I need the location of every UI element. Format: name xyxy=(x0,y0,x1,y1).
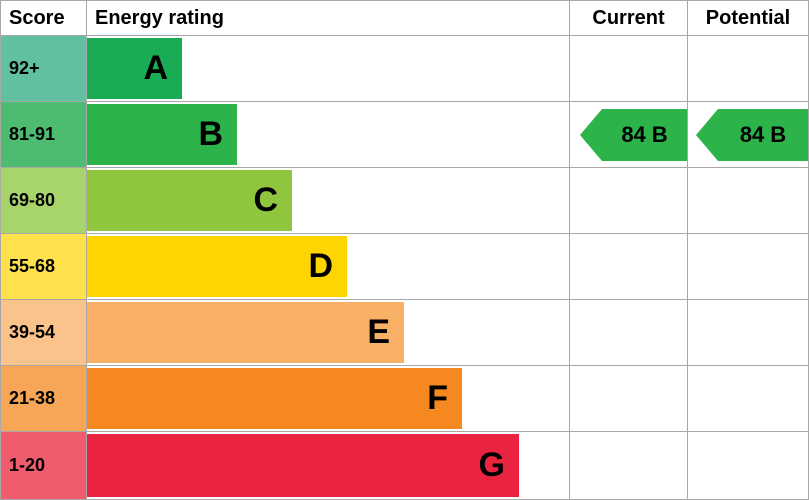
rating-bar: D xyxy=(87,236,347,298)
header-current: Current xyxy=(570,1,688,36)
rating-cell: C xyxy=(87,168,570,234)
current-cell xyxy=(570,300,688,366)
score-cell: 81-91 xyxy=(1,102,87,168)
current-marker: 84 B xyxy=(580,109,687,161)
score-cell: 55-68 xyxy=(1,234,87,300)
potential-cell xyxy=(688,36,808,102)
rating-letter: A xyxy=(143,49,168,88)
potential-marker: 84B xyxy=(696,109,808,161)
rating-bar: G xyxy=(87,434,519,498)
rating-bar: A xyxy=(87,38,182,100)
marker-tip xyxy=(580,109,602,161)
current-cell xyxy=(570,168,688,234)
rating-letter: D xyxy=(308,247,333,286)
score-cell: 69-80 xyxy=(1,168,87,234)
current-cell xyxy=(570,432,688,499)
rating-bar: F xyxy=(87,368,462,430)
marker-body: 84B xyxy=(718,109,808,161)
header-rating: Energy rating xyxy=(87,1,570,36)
current-cell xyxy=(570,36,688,102)
score-cell: 92+ xyxy=(1,36,87,102)
current-cell: 84 B xyxy=(570,102,688,168)
rating-letter: G xyxy=(479,446,505,485)
band-row: 55-68 D xyxy=(1,234,808,300)
header-potential: Potential xyxy=(688,1,808,36)
potential-cell xyxy=(688,234,808,300)
potential-cell xyxy=(688,366,808,432)
rating-bar: B xyxy=(87,104,237,166)
potential-cell xyxy=(688,300,808,366)
rating-letter: B xyxy=(198,115,223,154)
score-cell: 39-54 xyxy=(1,300,87,366)
band-row: 92+ A xyxy=(1,36,808,102)
rating-cell: F xyxy=(87,366,570,432)
rating-letter: E xyxy=(367,313,390,352)
marker-body: 84 B xyxy=(602,109,687,161)
score-cell: 1-20 xyxy=(1,432,87,499)
marker-tip xyxy=(696,109,718,161)
band-row: 81-91B84B84B xyxy=(1,102,808,168)
header-score: Score xyxy=(1,1,87,36)
current-cell xyxy=(570,366,688,432)
rating-letter: C xyxy=(253,181,278,220)
marker-letter: B xyxy=(770,122,786,148)
rating-cell: E xyxy=(87,300,570,366)
header-row: Score Energy rating Current Potential xyxy=(1,1,808,36)
band-row: 1-20 G xyxy=(1,432,808,499)
energy-rating-chart: Score Energy rating Current Potential 92… xyxy=(0,0,809,500)
rating-cell: B xyxy=(87,102,570,168)
rating-cell: A xyxy=(87,36,570,102)
rating-cell: D xyxy=(87,234,570,300)
rating-cell: G xyxy=(87,432,570,499)
marker-letter: B xyxy=(652,122,668,148)
potential-cell xyxy=(688,168,808,234)
potential-cell: 84B xyxy=(688,102,808,168)
rating-letter: F xyxy=(427,379,448,418)
current-cell xyxy=(570,234,688,300)
band-row: 69-80 C xyxy=(1,168,808,234)
bands-container: 92+A81-91B84B84B69-80C55-68D39-54E21-38F… xyxy=(1,36,808,499)
band-row: 39-54 E xyxy=(1,300,808,366)
score-cell: 21-38 xyxy=(1,366,87,432)
marker-value: 84 xyxy=(740,122,764,148)
rating-bar: C xyxy=(87,170,292,232)
band-row: 21-38 F xyxy=(1,366,808,432)
rating-bar: E xyxy=(87,302,404,364)
marker-value: 84 xyxy=(621,122,645,148)
potential-cell xyxy=(688,432,808,499)
